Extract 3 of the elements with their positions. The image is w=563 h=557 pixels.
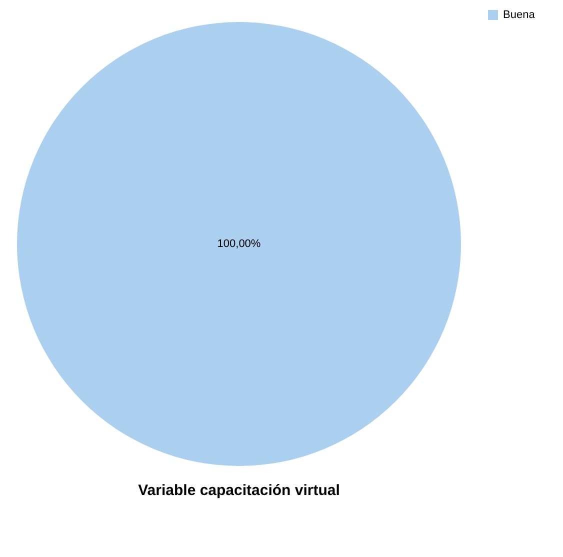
- text: Variable capacitación virtual: [138, 482, 340, 499]
- data-label: 100,00%: [217, 238, 261, 250]
- legend-label: Buena: [503, 9, 536, 21]
